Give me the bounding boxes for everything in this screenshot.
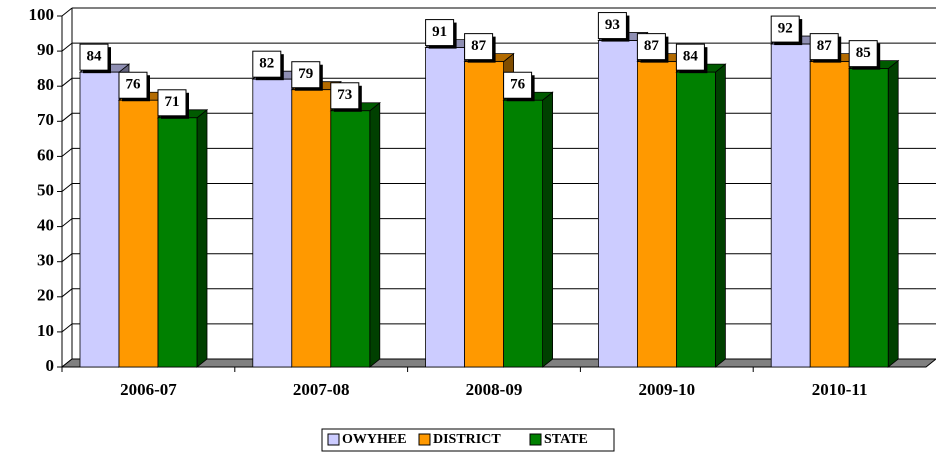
- bar: [676, 71, 716, 368]
- x-tick-label: 2006-07: [120, 380, 177, 399]
- y-tick-label: 40: [37, 216, 54, 235]
- y-tick-label: 60: [37, 145, 54, 164]
- grid-diagonal: [61, 183, 73, 192]
- grid-diagonal: [61, 288, 73, 298]
- y-tick-label: 80: [37, 75, 54, 94]
- value-label: 79: [298, 66, 313, 82]
- value-label: 92: [778, 21, 793, 37]
- bar: [425, 47, 466, 368]
- legend-label: STATE: [544, 432, 588, 447]
- bar-side: [196, 108, 208, 368]
- value-label-box: [425, 19, 455, 47]
- value-label-box: [597, 12, 627, 40]
- bar: [291, 89, 332, 368]
- y-tick-label: 10: [37, 321, 54, 340]
- value-label: 71: [165, 94, 180, 110]
- bar-side: [369, 101, 381, 368]
- bar: [330, 110, 371, 368]
- value-label: 76: [126, 77, 142, 93]
- value-label: 87: [644, 38, 660, 54]
- y-tick-label: 30: [37, 251, 54, 270]
- value-label: 73: [337, 87, 352, 103]
- bar: [598, 40, 638, 368]
- legend: OWYHEE DISTRICT STATE: [321, 428, 615, 452]
- bar: [503, 99, 544, 368]
- value-label: 87: [817, 38, 833, 54]
- value-label: 84: [683, 49, 699, 65]
- value-label-box: [770, 15, 800, 43]
- y-tick-label: 90: [37, 40, 54, 59]
- bar: [252, 78, 293, 368]
- value-label-box: [636, 33, 666, 61]
- value-label-box: [291, 61, 321, 89]
- bar: [118, 99, 159, 368]
- x-tick-label: 2009-10: [638, 380, 695, 399]
- legend-swatch: [418, 433, 431, 446]
- value-label: 85: [856, 45, 871, 61]
- value-label-box: [464, 33, 494, 61]
- value-label: 93: [605, 17, 620, 33]
- value-label-box: [848, 40, 878, 68]
- y-tick-label: 0: [46, 356, 55, 375]
- bar-side: [715, 63, 726, 368]
- bar: [637, 61, 677, 368]
- y-tick-label: 70: [37, 110, 54, 129]
- value-label-box: [252, 50, 282, 78]
- legend-swatch: [327, 433, 340, 446]
- value-label: 84: [87, 49, 103, 65]
- y-tick-label: 50: [37, 180, 54, 199]
- grid-diagonal: [61, 218, 73, 227]
- bar: [770, 43, 811, 368]
- grid-diagonal: [61, 253, 73, 263]
- grid-diagonal: [61, 7, 73, 17]
- value-label-box: [503, 71, 533, 99]
- y-tick-label: 100: [29, 5, 55, 24]
- grid-diagonal: [61, 77, 73, 87]
- grid-diagonal: [61, 112, 73, 122]
- grid-diagonal: [61, 148, 73, 157]
- x-tick-label: 2010-11: [812, 380, 868, 399]
- legend-swatch: [529, 433, 542, 446]
- bar: [157, 117, 198, 368]
- value-label-box: [675, 43, 705, 71]
- bar: [79, 71, 120, 368]
- value-label: 76: [510, 77, 526, 93]
- x-tick-label: 2008-09: [466, 380, 523, 399]
- x-tick-label: 2007-08: [293, 380, 350, 399]
- y-tick-label: 20: [37, 286, 54, 305]
- value-label: 91: [432, 24, 447, 40]
- value-label-box: [157, 89, 187, 117]
- bar: [464, 61, 505, 368]
- value-label-box: [118, 71, 148, 99]
- bar: [809, 61, 850, 368]
- legend-label: OWYHEE: [342, 432, 407, 447]
- value-label: 87: [471, 38, 487, 54]
- value-label-box: [79, 43, 109, 71]
- value-label-box: [330, 82, 360, 110]
- grid-diagonal: [61, 323, 73, 333]
- value-label-box: [809, 33, 839, 61]
- value-label: 82: [259, 56, 274, 72]
- bar: [848, 68, 889, 368]
- bar-side: [887, 59, 899, 368]
- legend-label: DISTRICT: [433, 432, 501, 447]
- grid-diagonal: [61, 42, 73, 52]
- bar-side: [542, 91, 553, 368]
